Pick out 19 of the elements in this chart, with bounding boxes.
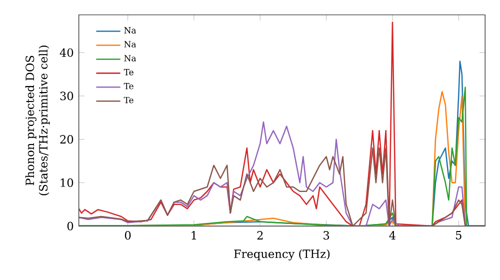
x-tick-label: 2 — [257, 231, 263, 240]
x-tick-label: 0 — [124, 231, 131, 240]
x-tick-label: 1 — [192, 231, 196, 240]
legend-label: Te — [124, 96, 134, 104]
legend-label: Na — [124, 55, 136, 62]
legend-label: Na — [124, 27, 136, 34]
legend-label: Te — [124, 69, 134, 76]
legend-label: Na — [124, 41, 136, 48]
y-tick-label: 30 — [60, 92, 74, 100]
y-tick-label: 10 — [60, 178, 74, 187]
y-tick-label: 0 — [67, 222, 74, 230]
y-tick-label: 20 — [60, 135, 74, 144]
x-axis-title: Frequency (THz) — [234, 249, 330, 260]
x-tick-label: 3 — [324, 231, 330, 240]
y-tick-label: 40 — [60, 48, 74, 57]
x-tick-label: 5 — [456, 231, 462, 240]
legend-label: Te — [124, 83, 134, 90]
x-tick-label: 4 — [389, 231, 396, 240]
y-axis-title: Phonon projected DOS (States/THz·primitive cell) — [25, 46, 50, 196]
